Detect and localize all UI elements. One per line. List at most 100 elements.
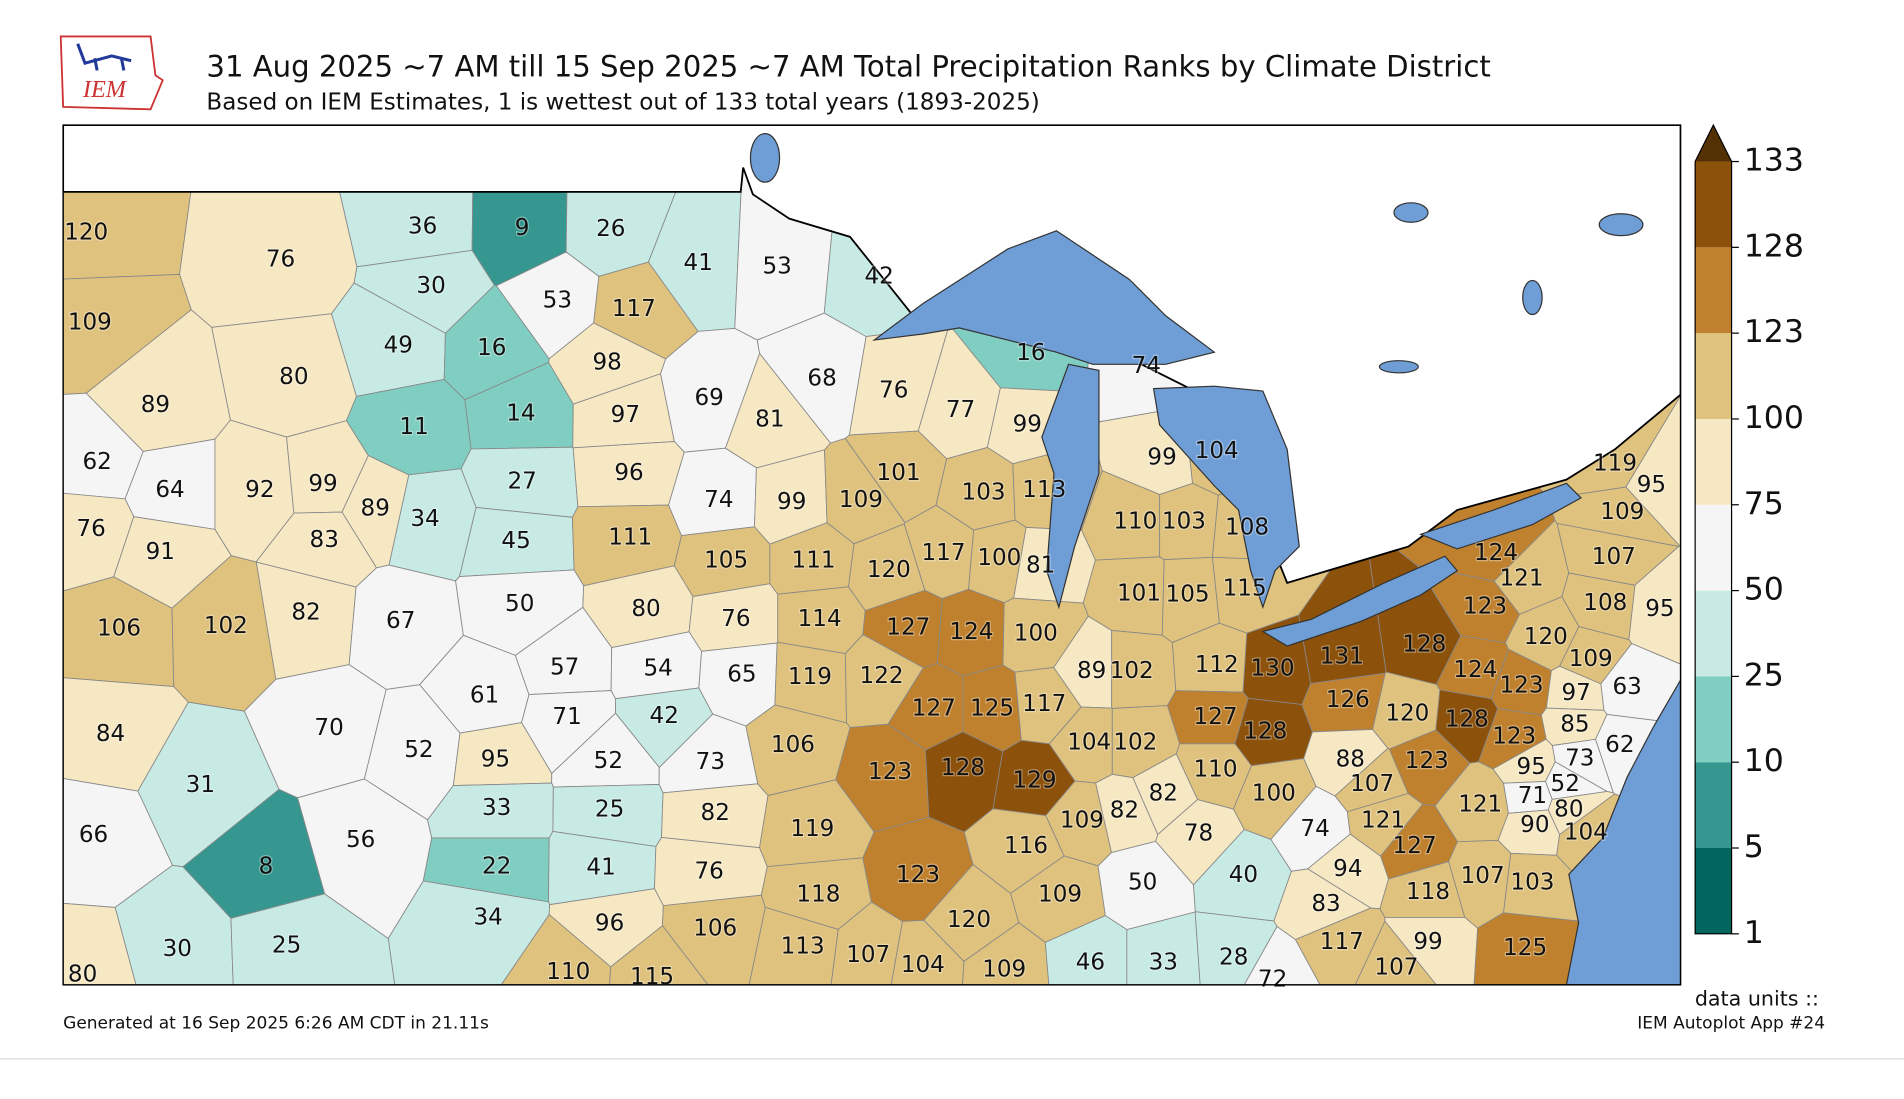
district-rank: 92: [245, 477, 274, 503]
district: [63, 902, 137, 985]
district-rank: 99: [1413, 929, 1442, 955]
district-rank: 118: [796, 881, 840, 907]
district-rank: 106: [771, 732, 815, 758]
district-rank: 63: [1612, 674, 1641, 700]
district-rank: 78: [1184, 821, 1213, 847]
colorbar-tick-label: 5: [1744, 829, 1764, 865]
district-rank: 76: [266, 246, 295, 272]
district-rank: 106: [97, 616, 141, 642]
lake: [1598, 213, 1644, 237]
lake-michigan: [1041, 363, 1100, 610]
district-rank: 97: [611, 402, 640, 428]
lake: [1522, 279, 1543, 316]
district-rank: 123: [1463, 594, 1507, 620]
colorbar-tick-label: 10: [1744, 743, 1784, 779]
colorbar-tick-label: 123: [1744, 314, 1804, 350]
district-rank: 126: [1326, 687, 1370, 713]
district-rank: 104: [1564, 820, 1608, 846]
district-rank: 71: [552, 704, 581, 730]
district-rank: 50: [505, 591, 534, 617]
district-rank: 106: [693, 915, 737, 941]
district: [1354, 920, 1437, 985]
district-rank: 50: [1128, 869, 1157, 895]
district-rank: 81: [1026, 552, 1055, 578]
district-rank: 101: [1117, 580, 1161, 606]
district-rank: 61: [470, 682, 499, 708]
district-rank: 76: [721, 606, 750, 632]
district-rank: 123: [1492, 724, 1536, 750]
lake-superior: [872, 230, 1216, 365]
district-rank: 104: [1195, 438, 1239, 464]
district-rank: 108: [1225, 515, 1269, 541]
district-rank: 95: [1517, 754, 1546, 780]
district-rank: 99: [1147, 444, 1176, 470]
district-rank: 42: [650, 703, 679, 729]
district-labels: 120 76 109 80 89 36 9 26 30 53 117 49 16 98 41 53 42 69 68…: [63, 212, 1676, 993]
district-rank: 100: [1014, 620, 1058, 646]
district-rank: 77: [946, 397, 975, 423]
lake-huron: [1152, 385, 1300, 610]
district-rank: 73: [1565, 745, 1594, 771]
district-rank: 121: [1458, 792, 1502, 818]
title: 31 Aug 2025 ~7 AM till 15 Sep 2025 ~7 AM…: [206, 50, 1490, 84]
district-rank: 128: [941, 755, 985, 781]
district-rank: 109: [982, 957, 1026, 983]
district-rank: 65: [727, 662, 756, 688]
district-rank: 74: [1132, 353, 1161, 379]
district-rank: 123: [1405, 748, 1449, 774]
district: [230, 893, 396, 985]
district-rank: 119: [790, 816, 834, 842]
colorbar-outline: [1694, 123, 1733, 935]
district-rank: 8: [259, 854, 274, 880]
district-rank: 124: [949, 619, 993, 645]
district-rank: 82: [291, 600, 320, 626]
district-rank: 62: [1605, 732, 1634, 758]
colorbar-tick-label: 128: [1744, 228, 1804, 264]
district-rank: 127: [1393, 833, 1437, 859]
district-rank: 127: [886, 614, 930, 640]
district-rank: 76: [694, 858, 723, 884]
district-rank: 108: [1583, 590, 1627, 616]
district-rank: 57: [550, 654, 579, 680]
district-rank: 125: [1503, 935, 1547, 961]
logo-text: IEM: [82, 76, 128, 103]
district-rank: 16: [1016, 340, 1045, 366]
district-rank: 102: [204, 613, 248, 639]
atlantic: [1565, 678, 1681, 985]
district-rank: 54: [643, 656, 672, 682]
district-rank: 31: [186, 772, 215, 798]
subtitle: Based on IEM Estimates, 1 is wettest out…: [206, 89, 1039, 115]
district-rank: 56: [346, 827, 375, 853]
district-rank: 46: [1076, 949, 1105, 975]
district-rank: 107: [846, 942, 890, 968]
district-rank: 25: [595, 796, 624, 822]
district-rank: 128: [1402, 631, 1446, 657]
district-rank: 80: [1554, 796, 1583, 822]
colorbar-tick-label: 50: [1744, 572, 1784, 608]
district-rank: 71: [1518, 783, 1547, 809]
district-rank: 123: [1499, 673, 1543, 699]
district-rank: 129: [1013, 767, 1057, 793]
district-rank: 34: [410, 506, 439, 532]
district-rank: 120: [64, 220, 108, 246]
units-label: data units ::: [1695, 986, 1819, 1010]
colorbar-tick-label: 100: [1744, 400, 1804, 436]
district-rank: 123: [896, 862, 940, 888]
district-rank: 103: [1510, 869, 1554, 895]
district-rank: 110: [546, 959, 590, 985]
district-rank: 81: [755, 407, 784, 433]
district-rank: 117: [1320, 929, 1364, 955]
district-rank: 80: [68, 962, 97, 988]
district-rank: 67: [386, 608, 415, 634]
district-rank: 88: [1336, 747, 1365, 773]
district: [286, 420, 369, 514]
district-rank: 76: [76, 516, 105, 542]
colorbar-bin: [1695, 504, 1732, 591]
colorbar: 1 5 10 25 50 75 100 123 128 133: [1694, 123, 1804, 951]
lake: [1393, 202, 1429, 223]
district-rank: 123: [868, 759, 912, 785]
district-rank: 41: [684, 250, 713, 276]
district-rank: 125: [970, 696, 1014, 722]
district-rank: 99: [1013, 412, 1042, 438]
colorbar-bin: [1695, 676, 1732, 763]
